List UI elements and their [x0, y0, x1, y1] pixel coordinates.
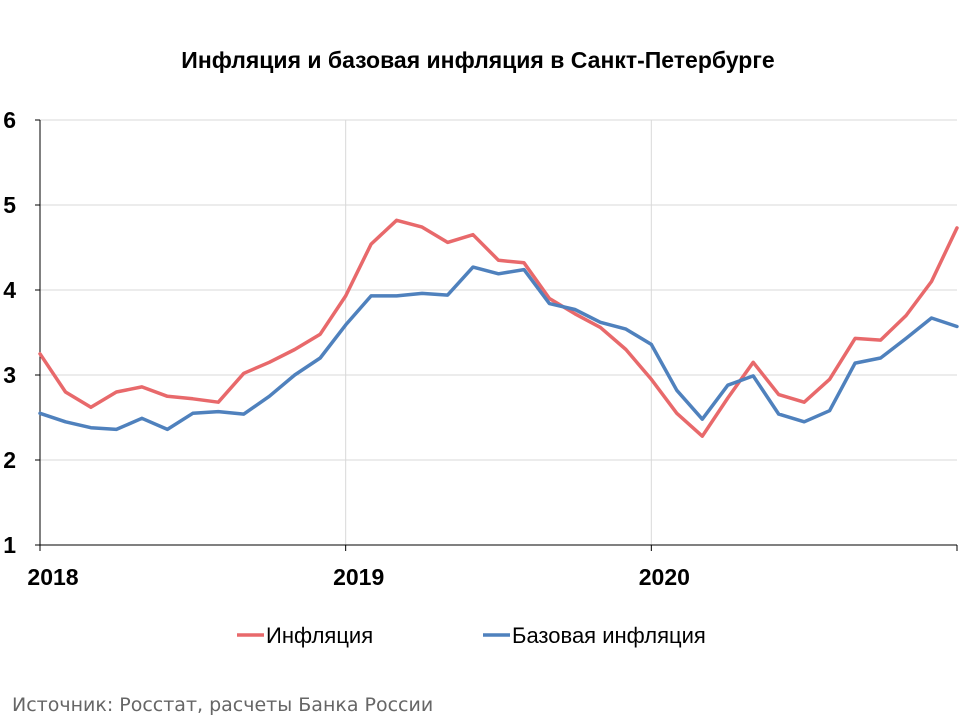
series-lines: [38, 218, 959, 438]
chart-title: Инфляция и базовая инфляция в Санкт-Пете…: [181, 47, 774, 73]
x-tick-label-2019: 2019: [333, 564, 384, 590]
y-tick-label-1: 1: [3, 532, 16, 558]
y-tick-label-4: 4: [3, 277, 16, 303]
y-tick-label-2: 2: [3, 447, 16, 473]
axes: [35, 119, 958, 551]
legend-label-1: Базовая инфляция: [512, 623, 706, 648]
series-line-0: [38, 218, 959, 438]
legend-label-0: Инфляция: [266, 623, 373, 648]
y-tick-labels: 1 2 3 4 5 6: [3, 107, 16, 558]
y-tick-label-5: 5: [3, 192, 16, 218]
x-tick-labels: 2018 2019 2020: [27, 564, 690, 590]
legend: Инфляция Базовая инфляция: [237, 623, 706, 648]
y-tick-label-6: 6: [3, 107, 16, 133]
grid: [40, 119, 957, 545]
series-line-1: [38, 265, 959, 432]
source-note: Источник: Росстат, расчеты Банка России: [12, 694, 433, 716]
y-tick-label-3: 3: [3, 362, 16, 388]
x-tick-label-2018: 2018: [27, 564, 78, 590]
x-tick-label-2020: 2020: [639, 564, 690, 590]
